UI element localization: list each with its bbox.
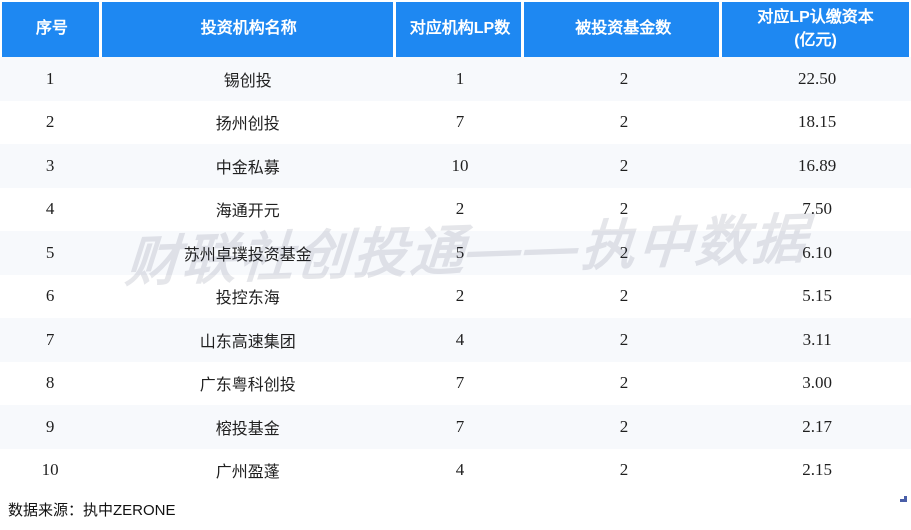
column-header-label: 被投资基金数 <box>575 20 672 38</box>
cell-institution-name: 榕投基金 <box>215 420 280 438</box>
cell-institution-name: 山东高速集团 <box>199 333 296 351</box>
table-body: 1 锡创投 1 2 22.50 2 扬州创投 7 2 18.15 3 中金私募 … <box>0 57 911 492</box>
cell-subscribed-capital: 3.11 <box>802 329 832 349</box>
cell-subscribed-capital: 2.15 <box>802 460 833 480</box>
cell-institution-name: 海通开元 <box>215 203 280 221</box>
cell-rank: 5 <box>45 242 55 262</box>
cell-institution-name: 投控东海 <box>215 290 280 308</box>
column-header-label: 对应LP认缴资本 <box>757 9 874 27</box>
column-header: 对应机构LP数 <box>395 2 525 57</box>
cell-subscribed-capital: 22.50 <box>798 68 837 88</box>
cell-institution-name: 扬州创投 <box>215 116 280 134</box>
column-header-label: 投资机构名称 <box>200 20 297 38</box>
resize-handle-icon <box>900 489 907 507</box>
cell-rank: 7 <box>45 329 55 349</box>
cell-lp-count: 7 <box>455 416 465 436</box>
cell-rank: 8 <box>45 373 55 393</box>
cell-invested-fund-count: 2 <box>619 416 629 436</box>
table-row: 2 扬州创投 7 2 18.15 <box>0 101 911 145</box>
cell-subscribed-capital: 2.17 <box>802 416 833 436</box>
column-header: 被投资基金数 <box>524 2 723 57</box>
cell-rank: 10 <box>41 460 59 480</box>
cell-invested-fund-count: 2 <box>619 155 629 175</box>
cell-invested-fund-count: 2 <box>619 373 629 393</box>
cell-lp-count: 7 <box>455 112 465 132</box>
cell-lp-count: 2 <box>455 199 465 219</box>
header-row: 序号 投资机构名称 对应机构LP数 被投资基金数 对应LP认缴资本 (亿元) <box>0 0 911 57</box>
cell-institution-name: 中金私募 <box>215 159 280 177</box>
table-row: 1 锡创投 1 2 22.50 <box>0 57 911 101</box>
table-row: 10 广州盈蓬 4 2 2.15 <box>0 449 911 493</box>
cell-subscribed-capital: 18.15 <box>798 112 837 132</box>
cell-subscribed-capital: 16.89 <box>798 155 837 175</box>
cell-subscribed-capital: 5.15 <box>802 286 833 306</box>
cell-institution-name: 广州盈蓬 <box>215 464 280 482</box>
data-source-note: 数据来源：执中ZERONE <box>8 502 176 519</box>
cell-rank: 2 <box>45 112 55 132</box>
cell-lp-count: 1 <box>455 68 465 88</box>
cell-lp-count: 7 <box>455 373 465 393</box>
cell-rank: 3 <box>45 155 55 175</box>
cell-invested-fund-count: 2 <box>619 68 629 88</box>
cell-rank: 6 <box>45 286 55 306</box>
cell-invested-fund-count: 2 <box>619 329 629 349</box>
cell-invested-fund-count: 2 <box>619 460 629 480</box>
cell-lp-count: 2 <box>455 286 465 306</box>
column-header: 对应LP认缴资本 (亿元) <box>722 2 909 57</box>
column-header: 投资机构名称 <box>101 2 396 57</box>
cell-rank: 9 <box>45 416 55 436</box>
table-row: 6 投控东海 2 2 5.15 <box>0 275 911 319</box>
column-header: 序号 <box>2 2 102 57</box>
cell-institution-name: 锡创投 <box>223 72 272 90</box>
cell-invested-fund-count: 2 <box>619 112 629 132</box>
cell-rank: 4 <box>45 199 55 219</box>
table-row: 4 海通开元 2 2 7.50 <box>0 188 911 232</box>
cell-subscribed-capital: 3.00 <box>802 373 833 393</box>
cell-subscribed-capital: 6.10 <box>802 242 833 262</box>
table-row: 5 苏州卓璞投资基金 5 2 6.10 <box>0 231 911 275</box>
cell-invested-fund-count: 2 <box>619 242 629 262</box>
cell-lp-count: 4 <box>455 460 465 480</box>
table-row: 8 广东粤科创投 7 2 3.00 <box>0 362 911 406</box>
cell-invested-fund-count: 2 <box>619 286 629 306</box>
cell-institution-name: 广东粤科创投 <box>199 377 296 395</box>
table-row: 3 中金私募 10 2 16.89 <box>0 144 911 188</box>
column-header-label: 对应机构LP数 <box>409 20 511 38</box>
column-header-sublabel: (亿元) <box>794 31 837 49</box>
cell-lp-count: 10 <box>451 155 469 175</box>
cell-invested-fund-count: 2 <box>619 199 629 219</box>
table-row: 7 山东高速集团 4 2 3.11 <box>0 318 911 362</box>
cell-institution-name: 苏州卓璞投资基金 <box>183 246 312 264</box>
table-row: 9 榕投基金 7 2 2.17 <box>0 405 911 449</box>
cell-lp-count: 5 <box>455 242 465 262</box>
cell-rank: 1 <box>45 68 55 88</box>
cell-lp-count: 4 <box>455 329 465 349</box>
cell-subscribed-capital: 7.50 <box>802 199 833 219</box>
lp-capital-table: 序号 投资机构名称 对应机构LP数 被投资基金数 对应LP认缴资本 (亿元) 1… <box>0 0 911 492</box>
column-header-label: 序号 <box>35 20 68 38</box>
